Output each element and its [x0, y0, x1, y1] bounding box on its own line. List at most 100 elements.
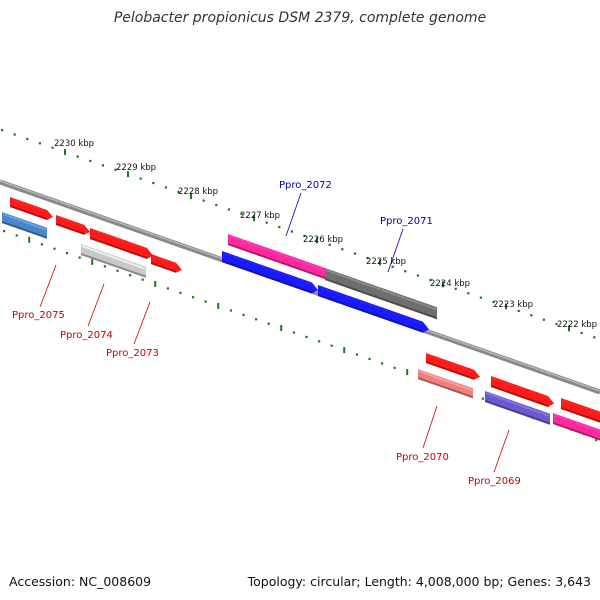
gene-right-pink[interactable] — [553, 413, 600, 442]
gene-label-ppro-2075[interactable]: Ppro_2075 — [12, 310, 65, 321]
gene-ppro-2075-lower[interactable] — [2, 212, 47, 239]
ruler-dot — [1, 129, 4, 132]
ruler-dot — [192, 296, 195, 299]
gene-ppro-2072-pink[interactable] — [228, 234, 325, 279]
ruler-dot — [166, 287, 169, 290]
gene-right-red[interactable] — [561, 398, 600, 423]
ruler-label-2223: 2223 kbp — [493, 300, 533, 310]
ruler-dot — [114, 168, 117, 171]
ruler-dot — [416, 274, 419, 277]
label-leader-lines — [39, 192, 510, 473]
ruler-label-2225: 2225 kbp — [366, 257, 406, 267]
gene-ppro-2075-upper[interactable] — [10, 197, 53, 220]
ruler-dot — [51, 146, 54, 149]
gene-ppro-2074-upper-shadow — [56, 223, 84, 235]
gene-ppro-2069-violet[interactable] — [485, 391, 550, 425]
ruler-dot — [355, 353, 358, 356]
gene-ppro-2072-blue-highlight — [223, 252, 311, 286]
gene-label-ppro-2069[interactable]: Ppro_2069 — [468, 476, 521, 487]
gene-ppro-2074-upper[interactable] — [56, 215, 90, 235]
ruler-dot — [242, 313, 245, 316]
gene-label-ppro-2072[interactable]: Ppro_2072 — [279, 180, 332, 191]
gene-right-red-highlight — [562, 399, 599, 415]
gene-ppro-2070-red-highlight — [427, 354, 473, 373]
gene-ppro-2069-red-shadow — [491, 385, 548, 407]
gene-ppro-2072-blue[interactable] — [222, 251, 318, 294]
gene-ppro-2074-upper-highlight — [57, 216, 83, 228]
ruler-dot — [303, 234, 306, 238]
gene-ppro-2071-grey-highlight — [326, 269, 436, 311]
ruler-dot — [318, 340, 321, 343]
gene-ppro-2075-upper-shadow — [10, 205, 47, 220]
ruler-dot — [278, 226, 281, 229]
ruler-dot — [467, 292, 470, 295]
ruler-label-2230: 2230 kbp — [54, 139, 94, 149]
gene-label-ppro-2073[interactable]: Ppro_2073 — [106, 348, 159, 359]
ruler-dot — [341, 248, 344, 251]
ruler-dot — [454, 287, 457, 290]
ruler-dot — [229, 309, 232, 312]
leader-ppro-2074 — [87, 283, 105, 327]
gene-ppro-2071-blue[interactable] — [318, 285, 429, 333]
gene-ppro-2072-blue-shadow — [222, 260, 312, 294]
ruler-dot — [13, 133, 16, 136]
ruler-label-2227: 2227 kbp — [240, 211, 280, 221]
gene-ppro-2069-violet-shadow — [485, 400, 550, 425]
gene-ppro-2070-red[interactable] — [426, 353, 480, 380]
gene-ppro-2069-red[interactable] — [491, 376, 554, 407]
ruler-dot — [240, 212, 243, 215]
gene-ppro-2075-upper-highlight — [11, 198, 46, 213]
map-title: Pelobacter propionicus DSM 2379, complet… — [113, 10, 487, 26]
gene-ppro-2074-a[interactable] — [90, 228, 153, 259]
ruler-dot — [53, 247, 56, 250]
ruler-dot — [305, 335, 308, 339]
gene-ppro-2074-a-shadow — [90, 237, 147, 259]
ruler-dot — [152, 181, 155, 185]
ruler-label-2222: 2222 kbp — [557, 320, 597, 330]
ruler-dot — [103, 265, 106, 268]
ruler-dot — [101, 164, 104, 167]
ruler-dot — [40, 243, 43, 246]
gene-ppro-2073[interactable] — [81, 244, 146, 278]
ruler-dot — [391, 265, 394, 268]
leader-ppro-2075 — [39, 264, 57, 308]
gene-ppro-2075-lower-highlight — [3, 213, 46, 231]
ruler-dot — [366, 256, 369, 260]
gene-ppro-2071-grey[interactable] — [325, 268, 437, 320]
ruler-dot — [215, 203, 218, 207]
ruler-dot — [381, 362, 384, 365]
gene-ppro-2074-b-highlight — [152, 255, 175, 266]
ruler-dot — [78, 256, 81, 259]
ruler-label-2226: 2226 kbp — [303, 235, 343, 245]
ruler-dot — [593, 336, 596, 339]
gene-ppro-2071-blue-shadow — [318, 294, 423, 333]
gene-ppro-2072-pink-highlight — [229, 235, 324, 271]
ruler-dot — [267, 322, 270, 325]
ruler-dot — [393, 366, 396, 369]
gene-label-ppro-2071[interactable]: Ppro_2071 — [380, 216, 433, 227]
leader-ppro-2072 — [285, 192, 302, 237]
gene-ppro-2074-b[interactable] — [151, 254, 182, 273]
ruler-dot — [292, 331, 295, 334]
gene-ppro-2074-b-shadow — [151, 262, 176, 273]
gene-right-pink-shadow — [553, 422, 600, 441]
ruler-dot — [492, 300, 495, 304]
gene-ppro-2071-grey-shadow — [325, 278, 437, 320]
gene-ppro-2072-pink-shadow — [228, 243, 325, 279]
gene-label-ppro-2074[interactable]: Ppro_2074 — [60, 330, 113, 341]
ruler-dot — [15, 234, 18, 237]
gene-ppro-2069-violet-highlight — [486, 392, 549, 417]
gene-ppro-2070-pink-shadow — [418, 377, 473, 399]
ruler-dot — [139, 177, 142, 180]
ruler-dot — [141, 278, 144, 281]
ruler-dot — [517, 309, 520, 313]
ruler-dot — [202, 199, 205, 202]
ruler-dot — [177, 190, 180, 193]
gene-ppro-2070-pink[interactable] — [418, 369, 473, 399]
ruler-labels: 2230 kbp 2229 kbp 2228 kbp 2227 kbp 2226… — [54, 139, 597, 330]
gene-label-ppro-2070[interactable]: Ppro_2070 — [396, 452, 449, 463]
ruler-dot — [530, 314, 533, 317]
ruler-dot — [179, 291, 182, 294]
accession-text: Accession: NC_008609 — [9, 574, 152, 589]
gene-ppro-2069-red-highlight — [492, 377, 547, 399]
